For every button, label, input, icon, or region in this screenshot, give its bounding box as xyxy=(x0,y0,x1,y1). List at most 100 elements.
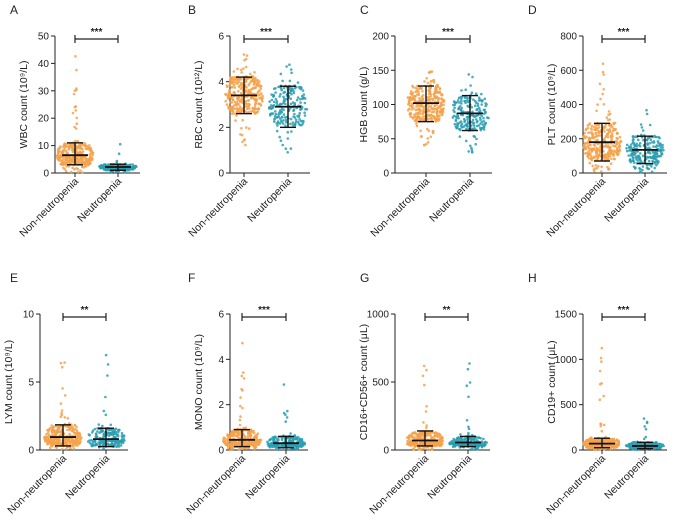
data-point xyxy=(595,150,599,153)
y-tick-label: 1000 xyxy=(367,310,390,321)
data-point xyxy=(603,156,607,159)
data-point xyxy=(110,442,113,446)
data-point xyxy=(231,109,234,113)
data-point xyxy=(296,81,300,84)
data-point xyxy=(131,163,135,166)
data-point xyxy=(272,100,276,104)
data-point xyxy=(593,128,596,131)
data-point xyxy=(602,423,606,427)
data-point xyxy=(244,126,248,129)
data-point xyxy=(594,445,597,448)
data-point xyxy=(659,143,662,146)
data-point xyxy=(479,122,482,126)
data-point xyxy=(615,132,619,135)
data-point xyxy=(88,157,91,160)
data-point xyxy=(109,432,113,435)
data-point xyxy=(295,98,299,102)
data-point xyxy=(475,137,478,141)
data-point xyxy=(406,109,410,112)
data-point xyxy=(421,442,425,446)
data-point xyxy=(71,144,74,147)
data-point xyxy=(599,356,603,360)
data-point xyxy=(295,447,299,451)
y-tick-label: 40 xyxy=(38,59,50,70)
data-point xyxy=(480,114,484,118)
data-point xyxy=(232,70,236,73)
data-point xyxy=(75,88,78,92)
data-point xyxy=(244,65,248,69)
data-point xyxy=(123,439,126,442)
data-point xyxy=(237,430,240,434)
data-point xyxy=(70,426,74,429)
data-point xyxy=(595,166,599,170)
data-point xyxy=(58,442,61,446)
data-point xyxy=(426,141,430,144)
data-point xyxy=(76,140,80,143)
data-point xyxy=(255,83,259,87)
data-point xyxy=(416,434,419,438)
data-point xyxy=(291,121,295,124)
data-point xyxy=(412,85,415,89)
data-point xyxy=(467,431,470,435)
data-point xyxy=(300,107,303,110)
data-point xyxy=(236,435,240,438)
data-point xyxy=(48,446,52,450)
data-point xyxy=(242,67,245,70)
data-point xyxy=(426,127,429,131)
data-point xyxy=(588,122,592,125)
data-point xyxy=(625,149,629,153)
y-tick-label: 10 xyxy=(38,141,50,152)
data-point xyxy=(467,395,470,399)
data-point xyxy=(419,129,422,133)
data-point xyxy=(282,119,285,122)
data-point xyxy=(416,116,419,119)
data-point xyxy=(415,90,419,93)
data-point xyxy=(77,145,80,149)
category-label: Non-neutropenia xyxy=(544,176,608,240)
data-point xyxy=(270,107,273,111)
data-point xyxy=(64,437,67,441)
data-point xyxy=(431,79,435,82)
category-label: Non-neutropenia xyxy=(5,453,69,517)
data-point xyxy=(594,131,598,135)
data-point xyxy=(120,431,124,435)
data-point xyxy=(661,443,664,447)
y-tick-label: 500 xyxy=(560,400,577,411)
data-point xyxy=(600,429,604,433)
data-point xyxy=(100,441,104,444)
data-point xyxy=(410,96,414,100)
data-point xyxy=(244,57,248,61)
data-point xyxy=(261,100,264,103)
data-point xyxy=(452,103,455,107)
data-point xyxy=(478,109,482,112)
data-point xyxy=(280,437,284,440)
data-point xyxy=(588,161,592,165)
data-point xyxy=(253,98,257,101)
data-point xyxy=(653,134,656,138)
data-point xyxy=(248,72,252,76)
data-point xyxy=(299,439,303,443)
data-point xyxy=(84,165,88,168)
data-point xyxy=(435,115,439,119)
data-point xyxy=(257,90,260,93)
data-point xyxy=(71,111,75,115)
data-point xyxy=(133,166,136,170)
data-point xyxy=(435,431,439,435)
data-point xyxy=(293,102,297,105)
data-point xyxy=(63,142,66,145)
data-point xyxy=(587,150,590,153)
data-point xyxy=(238,418,242,422)
data-point xyxy=(586,444,590,448)
data-point xyxy=(50,429,54,433)
data-point xyxy=(647,151,650,154)
data-point xyxy=(658,136,661,140)
data-point xyxy=(244,143,247,147)
data-point xyxy=(433,108,437,111)
data-point xyxy=(600,346,604,350)
data-point xyxy=(459,437,463,441)
data-point xyxy=(107,428,110,432)
data-point xyxy=(645,112,649,116)
data-point xyxy=(53,428,56,432)
data-point xyxy=(426,113,430,117)
data-point xyxy=(627,154,630,157)
